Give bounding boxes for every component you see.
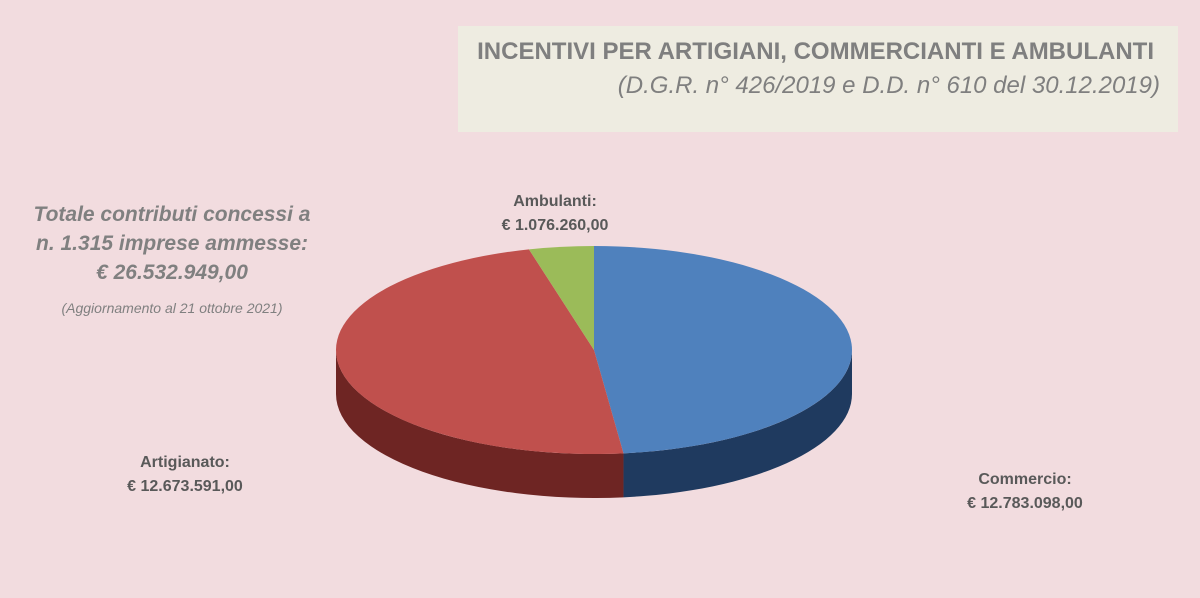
chart-title: INCENTIVI PER ARTIGIANI, COMMERCIANTI E … <box>477 38 1154 65</box>
chart-subtitle: (D.G.R. n° 426/2019 e D.D. n° 610 del 30… <box>617 72 1160 99</box>
update-note: (Aggiornamento al 21 ottobre 2021) <box>61 300 283 316</box>
title-box: INCENTIVI PER ARTIGIANI, COMMERCIANTI E … <box>458 26 1178 132</box>
label-commercio-value: € 12.783.098,00 <box>967 495 1083 512</box>
pie-slice-commercio <box>594 246 852 454</box>
label-artigianato: Artigianato: € 12.673.591,00 <box>100 451 270 499</box>
total-summary: Totale contributi concessi a n. 1.315 im… <box>22 200 322 287</box>
total-line-1: Totale contributi concessi a <box>33 203 311 226</box>
pie-side-artigianato <box>336 350 624 499</box>
label-ambulanti: Ambulanti: € 1.076.260,00 <box>470 190 640 238</box>
label-artigianato-value: € 12.673.591,00 <box>127 478 243 495</box>
pie-slice-ambulanti <box>528 246 594 350</box>
pie-side-commercio <box>623 350 852 498</box>
pie-slice-artigianato <box>336 249 624 454</box>
label-commercio: Commercio: € 12.783.098,00 <box>940 468 1110 516</box>
total-line-2: n. 1.315 imprese ammesse: <box>36 232 308 255</box>
label-artigianato-name: Artigianato: <box>140 454 230 471</box>
label-commercio-name: Commercio: <box>978 471 1072 488</box>
label-ambulanti-value: € 1.076.260,00 <box>501 217 609 234</box>
label-ambulanti-name: Ambulanti: <box>513 193 597 210</box>
total-amount: € 26.532.949,00 <box>96 261 248 284</box>
